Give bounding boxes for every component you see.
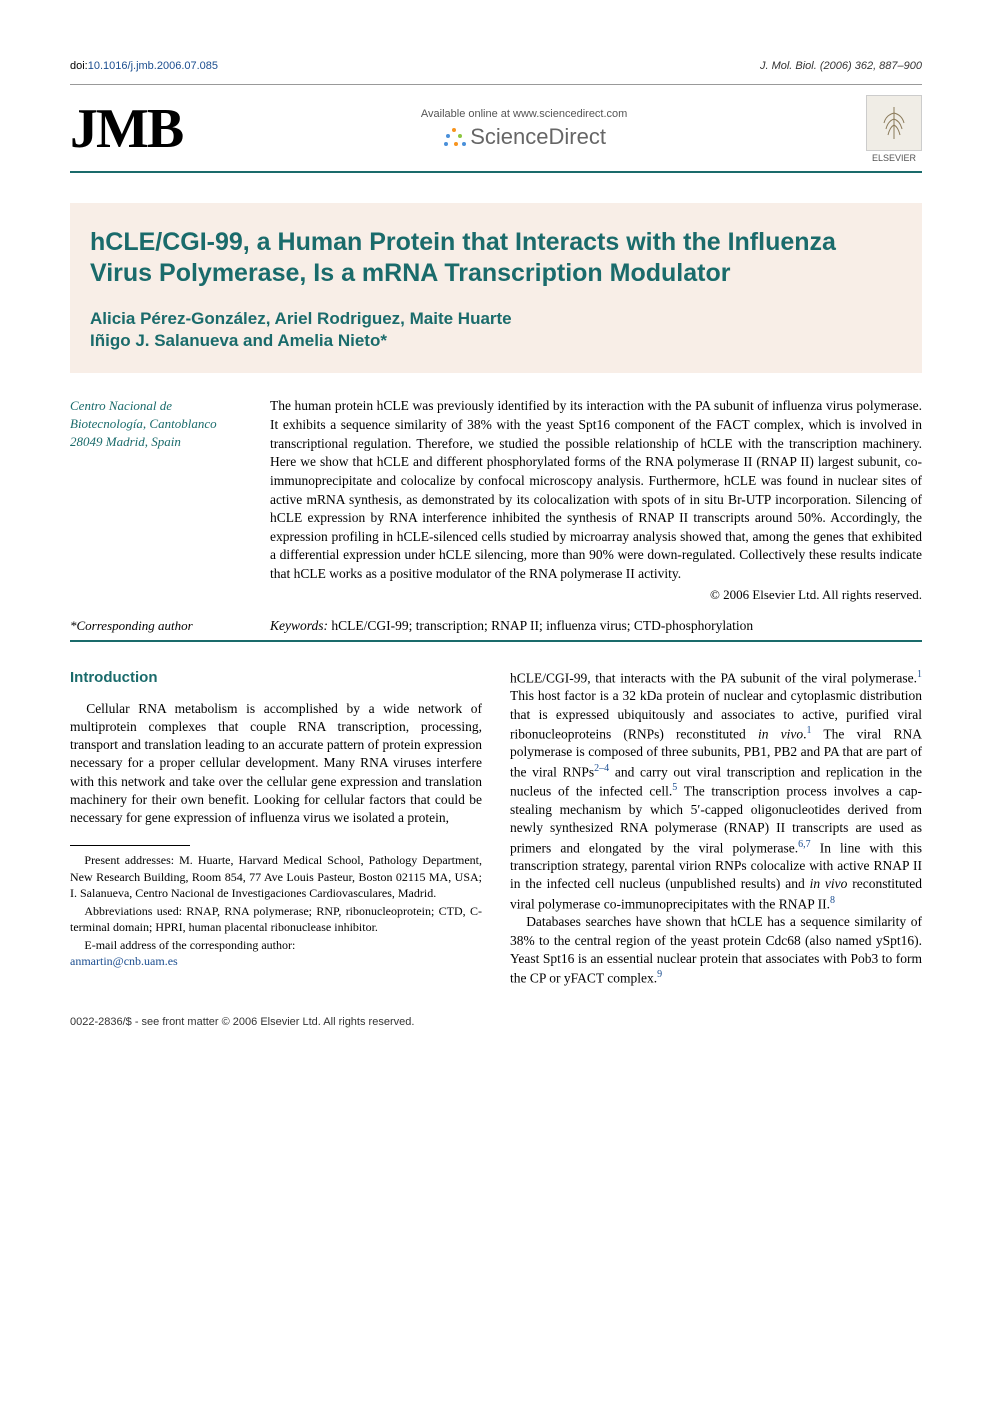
footnote-abbreviations: Abbreviations used: RNAP, RNA polymerase… bbox=[70, 903, 482, 935]
header-band: JMB Available online at www.sciencedirec… bbox=[70, 87, 922, 173]
intro-paragraph-1: Cellular RNA metabolism is accomplished … bbox=[70, 700, 482, 828]
text-span: hCLE/CGI-99, that interacts with the PA … bbox=[510, 670, 917, 685]
ref-link-6-7[interactable]: 6,7 bbox=[798, 839, 811, 850]
title-block: hCLE/CGI-99, a Human Protein that Intera… bbox=[70, 203, 922, 373]
doi-link[interactable]: 10.1016/j.jmb.2006.07.085 bbox=[88, 60, 218, 72]
elsevier-tree-icon bbox=[866, 95, 922, 151]
elsevier-block: ELSEVIER bbox=[866, 95, 922, 163]
ref-link-9[interactable]: 9 bbox=[657, 969, 662, 980]
ref-link-2-4[interactable]: 2–4 bbox=[594, 763, 609, 774]
footnote-email-label: E-mail address of the corresponding auth… bbox=[84, 938, 295, 952]
header-rule bbox=[70, 84, 922, 85]
affiliation: Centro Nacional de Biotecnología, Cantob… bbox=[70, 397, 270, 603]
logo-b: B bbox=[147, 98, 182, 160]
italic-text: in vivo bbox=[758, 726, 803, 741]
doi[interactable]: doi:10.1016/j.jmb.2006.07.085 bbox=[70, 60, 218, 72]
article-title: hCLE/CGI-99, a Human Protein that Intera… bbox=[90, 227, 902, 290]
authors-line-2: Iñigo J. Salanueva and Amelia Nieto* bbox=[90, 330, 902, 353]
journal-reference: J. Mol. Biol. (2006) 362, 887–900 bbox=[760, 60, 922, 72]
authors: Alicia Pérez-González, Ariel Rodriguez, … bbox=[90, 308, 902, 354]
available-online-text: Available online at www.sciencedirect.co… bbox=[421, 108, 627, 120]
authors-line-1: Alicia Pérez-González, Ariel Rodriguez, … bbox=[90, 308, 902, 331]
sciencedirect-dots-icon bbox=[442, 126, 466, 150]
top-bar: doi:10.1016/j.jmb.2006.07.085 J. Mol. Bi… bbox=[70, 60, 922, 72]
elsevier-text: ELSEVIER bbox=[866, 153, 922, 163]
abstract-text: The human protein hCLE was previously id… bbox=[270, 397, 922, 583]
ref-link-1[interactable]: 1 bbox=[917, 669, 922, 680]
meta-block: Centro Nacional de Biotecnología, Cantob… bbox=[70, 397, 922, 603]
text-span: Databases searches have shown that hCLE … bbox=[510, 914, 922, 985]
bottom-copyright: 0022-2836/$ - see front matter © 2006 El… bbox=[70, 1016, 922, 1028]
col2-paragraph-2: Databases searches have shown that hCLE … bbox=[510, 913, 922, 987]
italic-text: in vivo bbox=[810, 876, 848, 891]
sciencedirect-logo: ScienceDirect bbox=[421, 124, 627, 150]
logo-j: J bbox=[70, 98, 96, 160]
body-columns: Introduction Cellular RNA metabolism is … bbox=[70, 668, 922, 988]
doi-prefix: doi: bbox=[70, 60, 88, 72]
column-left: Introduction Cellular RNA metabolism is … bbox=[70, 668, 482, 988]
keywords: Keywords: hCLE/CGI-99; transcription; RN… bbox=[270, 618, 922, 634]
jmb-logo: JMB bbox=[70, 101, 182, 157]
keywords-row: *Corresponding author Keywords: hCLE/CGI… bbox=[70, 618, 922, 642]
copyright: © 2006 Elsevier Ltd. All rights reserved… bbox=[270, 586, 922, 604]
footnote-rule bbox=[70, 845, 190, 846]
footnotes: Present addresses: M. Huarte, Harvard Me… bbox=[70, 852, 482, 969]
footnote-email-link[interactable]: anmartin@cnb.uam.es bbox=[70, 954, 178, 968]
keywords-text: hCLE/CGI-99; transcription; RNAP II; inf… bbox=[328, 618, 753, 633]
ref-link-8[interactable]: 8 bbox=[830, 895, 835, 906]
corresponding-author-label: *Corresponding author bbox=[70, 618, 270, 634]
abstract-block: The human protein hCLE was previously id… bbox=[270, 397, 922, 603]
footnote-email: E-mail address of the corresponding auth… bbox=[70, 937, 482, 969]
column-right: hCLE/CGI-99, that interacts with the PA … bbox=[510, 668, 922, 988]
footnote-addresses: Present addresses: M. Huarte, Harvard Me… bbox=[70, 852, 482, 901]
logo-m: M bbox=[96, 98, 147, 160]
sciencedirect-text: ScienceDirect bbox=[470, 124, 606, 149]
introduction-heading: Introduction bbox=[70, 668, 482, 688]
keywords-label: Keywords: bbox=[270, 618, 328, 633]
col2-paragraph-1: hCLE/CGI-99, that interacts with the PA … bbox=[510, 668, 922, 914]
sciencedirect-block: Available online at www.sciencedirect.co… bbox=[421, 108, 627, 150]
